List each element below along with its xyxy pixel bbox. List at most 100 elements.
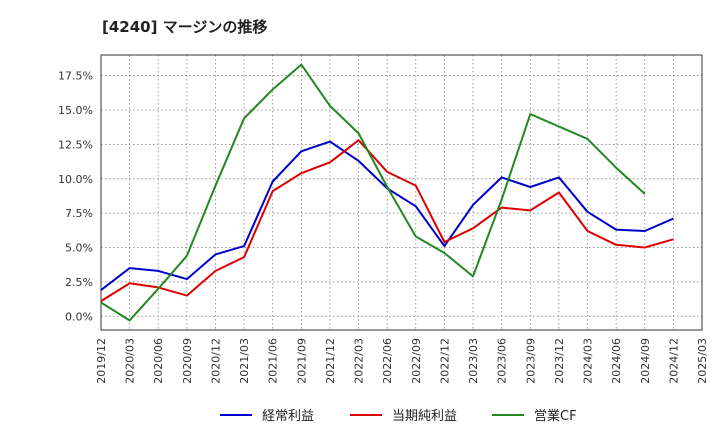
x-axis: 2019/12 2020/03 2020/06 2020/09 2020/12 2021/…	[95, 338, 709, 384]
data-point	[615, 244, 617, 246]
x-tick-label: 2024/06	[610, 338, 623, 384]
data-point	[157, 270, 159, 272]
x-tick-label: 2021/09	[295, 338, 308, 384]
x-tick-label: 2022/12	[438, 338, 451, 384]
data-point	[214, 270, 216, 272]
data-point	[214, 253, 216, 255]
y-tick-label: 2.5%	[65, 276, 93, 289]
data-point	[472, 204, 474, 206]
y-tick-label: 7.5%	[65, 207, 93, 220]
y-tick-label: 0.0%	[65, 310, 93, 323]
data-point	[500, 176, 502, 178]
data-point	[443, 245, 445, 247]
data-point	[558, 176, 560, 178]
data-point	[272, 88, 274, 90]
y-tick-label: 17.5%	[58, 70, 93, 83]
x-tick-label: 2023/03	[467, 338, 480, 384]
data-point	[672, 238, 674, 240]
x-tick-label: 2020/12	[209, 338, 222, 384]
data-point	[186, 278, 188, 280]
data-point	[300, 172, 302, 174]
data-point	[329, 105, 331, 107]
y-tick-label: 10.0%	[58, 173, 93, 186]
data-point	[243, 256, 245, 258]
data-point	[529, 209, 531, 211]
x-tick-label: 2024/12	[667, 338, 680, 384]
legend: 経常利益 当期純利益 営業CF	[220, 408, 577, 424]
data-point	[214, 184, 216, 186]
x-tick-label: 2021/12	[324, 338, 337, 384]
grid	[101, 55, 702, 330]
x-tick-label: 2020/06	[152, 338, 165, 384]
x-tick-label: 2022/06	[381, 338, 394, 384]
x-tick-label: 2021/03	[238, 338, 251, 384]
data-point	[558, 125, 560, 127]
plot-frame	[100, 54, 703, 331]
data-point	[329, 140, 331, 142]
data-point	[500, 198, 502, 200]
data-point	[586, 211, 588, 213]
series-lines	[100, 63, 674, 322]
data-point	[529, 113, 531, 115]
data-point	[472, 275, 474, 277]
data-point	[357, 139, 359, 141]
data-point	[500, 206, 502, 208]
data-point	[529, 186, 531, 188]
x-tick-label: 2021/06	[267, 338, 280, 384]
data-point	[157, 288, 159, 290]
y-tick-label: 12.5%	[58, 138, 93, 151]
x-tick-label: 2023/06	[496, 338, 509, 384]
data-point	[357, 132, 359, 134]
data-point	[243, 117, 245, 119]
data-point	[243, 245, 245, 247]
data-point	[586, 230, 588, 232]
x-tick-label: 2022/09	[410, 338, 423, 384]
data-point	[300, 150, 302, 152]
x-tick-label: 2023/12	[553, 338, 566, 384]
x-tick-label: 2023/09	[524, 338, 537, 384]
data-point	[644, 246, 646, 248]
data-point	[615, 167, 617, 169]
data-point	[644, 193, 646, 195]
data-point	[100, 289, 102, 291]
data-point	[300, 63, 302, 65]
legend-label: 営業CF	[534, 408, 577, 424]
data-point	[558, 191, 560, 193]
data-point	[357, 160, 359, 162]
x-tick-label: 2022/03	[353, 338, 366, 384]
data-point	[672, 217, 674, 219]
data-point	[415, 184, 417, 186]
data-point	[100, 301, 102, 303]
data-point	[386, 186, 388, 188]
data-point	[272, 180, 274, 182]
data-point	[415, 235, 417, 237]
data-point	[443, 252, 445, 254]
data-point	[272, 190, 274, 192]
x-tick-label: 2025/03	[696, 338, 709, 384]
data-point	[329, 161, 331, 163]
data-point	[443, 241, 445, 243]
data-point	[128, 282, 130, 284]
data-point	[472, 227, 474, 229]
data-point	[128, 319, 130, 321]
x-tick-label: 2019/12	[95, 338, 108, 384]
data-point	[186, 255, 188, 257]
data-point	[615, 228, 617, 230]
y-tick-label: 5.0%	[65, 242, 93, 255]
legend-label: 経常利益	[262, 409, 314, 424]
x-tick-label: 2024/03	[582, 338, 595, 384]
data-point	[586, 138, 588, 140]
y-tick-label: 15.0%	[58, 104, 93, 117]
series-line-3	[100, 63, 646, 322]
data-point	[386, 171, 388, 173]
data-point	[644, 230, 646, 232]
chart-title: [4240] マージンの推移	[102, 18, 267, 36]
y-axis: 0.0% 2.5% 5.0% 7.5% 10.0% 12.5% 15.0% 17.5%	[58, 70, 93, 324]
legend-label: 当期純利益	[392, 409, 457, 424]
x-tick-label: 2020/09	[181, 338, 194, 384]
x-tick-label: 2020/03	[124, 338, 137, 384]
data-point	[415, 205, 417, 207]
data-point	[128, 267, 130, 269]
series-line-2	[100, 139, 674, 302]
